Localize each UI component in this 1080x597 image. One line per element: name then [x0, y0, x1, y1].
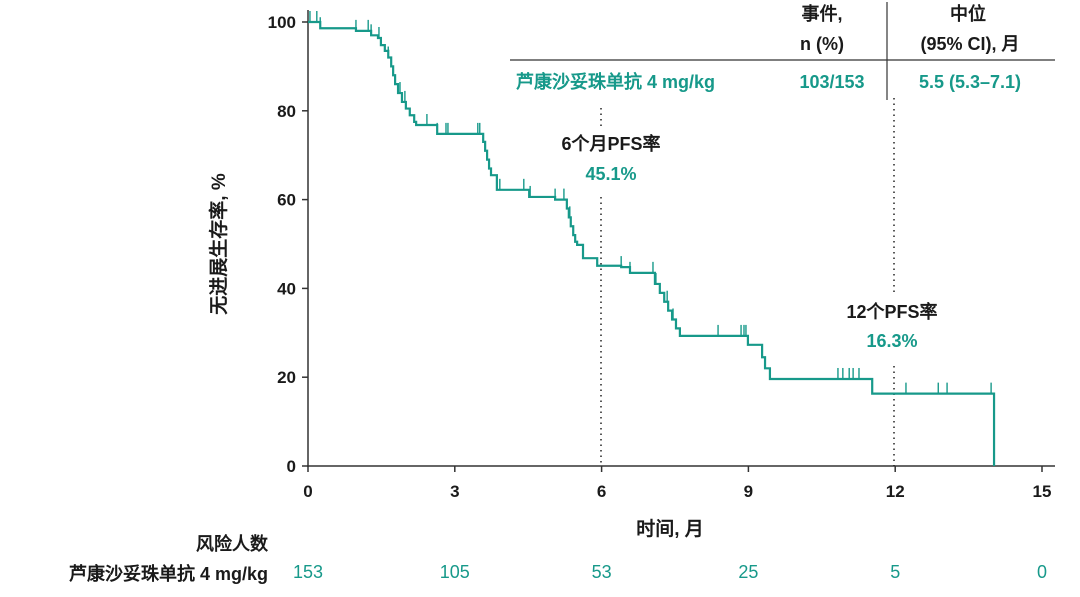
median-header: 中位 — [950, 3, 986, 24]
x-tick-label: 3 — [450, 482, 459, 501]
risk-value: 53 — [592, 562, 612, 582]
median-header-sub: (95% CI), 月 — [920, 34, 1019, 54]
summary-row-label: 芦康沙妥珠单抗 4 mg/kg — [516, 71, 715, 92]
x-tick-label: 6 — [597, 482, 606, 501]
risk-value: 0 — [1037, 562, 1047, 582]
x-tick-label: 0 — [303, 482, 312, 501]
summary-table: 事件, n (%) 中位 (95% CI), 月 芦康沙妥珠单抗 4 mg/kg… — [510, 2, 1055, 100]
x-tick-label: 12 — [886, 482, 905, 501]
x-tick-label: 9 — [744, 482, 753, 501]
y-axis-label: 无进展生存率, % — [207, 173, 230, 315]
y-tick-label: 40 — [277, 279, 296, 298]
summary-median: 5.5 (5.3–7.1) — [919, 72, 1021, 92]
y-tick-label: 20 — [277, 368, 296, 387]
risk-value: 25 — [738, 562, 758, 582]
six-month-label: 6个月PFS率 — [561, 133, 660, 154]
y-tick-label: 100 — [268, 13, 296, 32]
risk-value: 5 — [890, 562, 900, 582]
risk-table-row-label: 芦康沙妥珠单抗 4 mg/kg — [69, 563, 268, 584]
y-tick-label: 60 — [277, 191, 296, 210]
risk-value: 153 — [293, 562, 323, 582]
events-header-sub: n (%) — [800, 34, 844, 54]
events-header: 事件, — [801, 3, 842, 24]
six-month-value: 45.1% — [585, 164, 636, 184]
y-tick-label: 80 — [277, 102, 296, 121]
summary-events: 103/153 — [799, 72, 864, 92]
km-curve — [308, 20, 996, 466]
risk-table-title: 风险人数 — [196, 533, 269, 554]
x-tick-label: 15 — [1033, 482, 1052, 501]
y-tick-label: 0 — [287, 457, 296, 476]
risk-value: 105 — [440, 562, 470, 582]
twelve-month-value: 16.3% — [866, 331, 917, 351]
x-axis-label: 时间, 月 — [636, 518, 704, 540]
twelve-month-label: 12个PFS率 — [846, 301, 937, 322]
